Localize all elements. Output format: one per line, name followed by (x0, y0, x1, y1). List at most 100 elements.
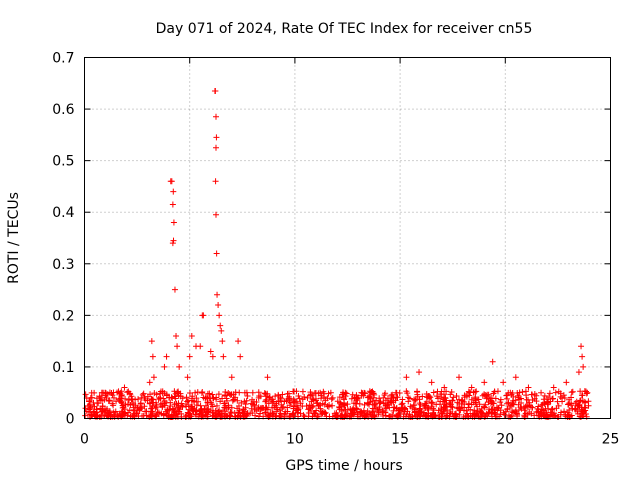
data-point (450, 394, 457, 401)
data-point (217, 322, 224, 329)
data-point (437, 391, 444, 398)
data-point (380, 408, 387, 415)
data-point (437, 398, 444, 405)
data-point (319, 410, 326, 417)
data-point (521, 407, 528, 414)
data-point (523, 402, 530, 409)
data-point (185, 397, 192, 404)
data-point (148, 338, 155, 345)
data-point (380, 394, 387, 401)
data-point (569, 388, 576, 395)
data-point (392, 389, 399, 396)
data-point (538, 389, 545, 396)
data-point (259, 404, 266, 411)
data-point (560, 392, 567, 399)
data-point (152, 405, 159, 412)
data-point (489, 400, 496, 407)
data-point (457, 407, 464, 414)
data-point (549, 405, 556, 412)
data-point (444, 407, 451, 414)
data-point (184, 398, 191, 405)
data-point (438, 405, 445, 412)
data-point (341, 396, 348, 403)
data-point (209, 403, 216, 410)
data-point (219, 338, 226, 345)
chart-title: Day 071 of 2024, Rate Of TEC Index for r… (156, 21, 533, 37)
data-point (163, 353, 170, 360)
data-point (580, 363, 587, 370)
data-point (299, 388, 306, 395)
data-point (217, 398, 224, 405)
data-point (412, 406, 419, 413)
data-point (522, 388, 529, 395)
data-point (382, 390, 389, 397)
data-point (127, 391, 134, 398)
data-point (296, 395, 303, 402)
data-point (318, 392, 325, 399)
data-point (155, 396, 162, 403)
data-point (199, 412, 206, 419)
data-point (554, 398, 561, 405)
data-point (146, 379, 153, 386)
data-point (514, 392, 521, 399)
data-point (125, 396, 132, 403)
data-point (97, 405, 104, 412)
data-point (262, 409, 269, 416)
data-point (305, 410, 312, 417)
axis-ticks (84, 57, 611, 419)
data-point (299, 396, 306, 403)
data-point (428, 403, 435, 410)
data-point (171, 388, 178, 395)
data-point (544, 412, 551, 419)
x-axis-label: GPS time / hours (285, 458, 402, 474)
data-point (146, 400, 153, 407)
data-point (257, 393, 264, 400)
data-point (549, 395, 556, 402)
data-point (512, 406, 519, 413)
data-point (442, 404, 449, 411)
data-point (552, 412, 559, 419)
data-point (192, 389, 199, 396)
data-point (189, 393, 196, 400)
x-tick-label: 0 (80, 432, 89, 448)
data-point (422, 405, 429, 412)
data-point (235, 409, 242, 416)
data-point (238, 399, 245, 406)
data-point (204, 395, 211, 402)
data-point (190, 398, 197, 405)
data-point (512, 374, 519, 381)
data-point (577, 388, 584, 395)
data-point (265, 412, 272, 419)
data-point (281, 413, 288, 420)
data-point (382, 412, 389, 419)
data-point (157, 388, 164, 395)
data-point (500, 379, 507, 386)
data-point (230, 391, 237, 398)
data-point (215, 408, 222, 415)
data-point (557, 390, 564, 397)
data-point (161, 363, 168, 370)
data-point (375, 409, 382, 416)
data-point (82, 412, 89, 419)
data-point (575, 369, 582, 376)
data-point (329, 394, 336, 401)
data-point (524, 403, 531, 410)
x-tick-label: 25 (602, 432, 620, 448)
data-point (185, 401, 192, 408)
data-point (290, 388, 297, 395)
data-point (265, 400, 272, 407)
data-point (328, 396, 335, 403)
data-point (170, 237, 177, 244)
x-tick-label: 10 (286, 432, 304, 448)
data-point (249, 410, 256, 417)
data-point (202, 402, 209, 409)
data-point (324, 403, 331, 410)
data-point (576, 402, 583, 409)
data-point (471, 412, 478, 419)
data-point (472, 395, 479, 402)
data-point (544, 401, 551, 408)
data-point (200, 312, 207, 319)
data-point (337, 399, 344, 406)
data-point (508, 412, 515, 419)
data-point (433, 401, 440, 408)
